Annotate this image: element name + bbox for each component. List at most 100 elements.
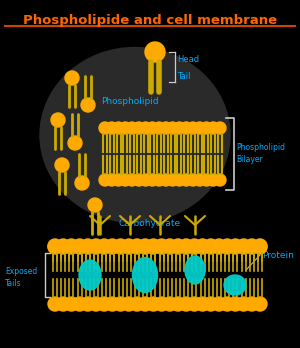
Circle shape: [51, 113, 65, 127]
Circle shape: [89, 239, 103, 253]
Circle shape: [160, 174, 172, 186]
Circle shape: [119, 174, 131, 186]
Circle shape: [105, 297, 119, 311]
Circle shape: [212, 239, 226, 253]
Circle shape: [73, 240, 87, 254]
Circle shape: [81, 240, 95, 254]
Circle shape: [81, 297, 95, 311]
Circle shape: [187, 174, 199, 186]
Circle shape: [245, 297, 259, 311]
Circle shape: [122, 297, 136, 311]
Circle shape: [140, 122, 152, 134]
Circle shape: [194, 174, 206, 186]
Circle shape: [97, 239, 111, 253]
Circle shape: [180, 122, 192, 134]
Circle shape: [204, 239, 218, 253]
Circle shape: [97, 240, 111, 254]
Circle shape: [196, 239, 210, 253]
Circle shape: [88, 198, 102, 212]
Text: Carbohydrate: Carbohydrate: [119, 219, 181, 228]
Circle shape: [106, 122, 118, 134]
Circle shape: [204, 297, 218, 311]
Circle shape: [89, 297, 103, 311]
Circle shape: [187, 122, 199, 134]
Circle shape: [65, 71, 79, 85]
Circle shape: [99, 122, 111, 134]
Circle shape: [253, 297, 267, 311]
Circle shape: [188, 239, 201, 253]
Circle shape: [173, 174, 185, 186]
Circle shape: [207, 174, 219, 186]
Circle shape: [180, 174, 192, 186]
Circle shape: [212, 297, 226, 311]
Circle shape: [89, 240, 103, 254]
Text: Phospholipid: Phospholipid: [101, 97, 159, 106]
Circle shape: [207, 122, 219, 134]
Circle shape: [194, 122, 206, 134]
Circle shape: [220, 240, 234, 254]
Circle shape: [126, 122, 138, 134]
Circle shape: [228, 297, 242, 311]
Circle shape: [253, 240, 267, 254]
Circle shape: [220, 239, 234, 253]
Circle shape: [122, 240, 136, 254]
Circle shape: [112, 122, 124, 134]
Circle shape: [179, 239, 193, 253]
Circle shape: [75, 176, 89, 190]
Circle shape: [133, 174, 145, 186]
Circle shape: [48, 239, 62, 253]
Circle shape: [167, 122, 178, 134]
Circle shape: [200, 122, 212, 134]
Circle shape: [48, 297, 62, 311]
Circle shape: [105, 239, 119, 253]
Circle shape: [114, 297, 128, 311]
Circle shape: [73, 297, 87, 311]
Circle shape: [245, 239, 259, 253]
Text: Exposed: Exposed: [5, 268, 37, 277]
Circle shape: [237, 297, 250, 311]
Circle shape: [146, 239, 161, 253]
Circle shape: [81, 239, 95, 253]
Ellipse shape: [79, 260, 101, 290]
Circle shape: [212, 240, 226, 254]
Circle shape: [153, 122, 165, 134]
Circle shape: [119, 122, 131, 134]
Ellipse shape: [224, 275, 246, 295]
Circle shape: [237, 239, 250, 253]
Circle shape: [138, 297, 152, 311]
Circle shape: [188, 240, 201, 254]
Circle shape: [154, 240, 169, 254]
Circle shape: [105, 240, 119, 254]
Circle shape: [130, 297, 144, 311]
Circle shape: [64, 239, 78, 253]
Circle shape: [228, 239, 242, 253]
Circle shape: [163, 240, 177, 254]
Circle shape: [145, 42, 165, 62]
Circle shape: [237, 240, 250, 254]
Circle shape: [146, 240, 161, 254]
Circle shape: [163, 297, 177, 311]
Circle shape: [81, 98, 95, 112]
Text: Bilayer: Bilayer: [236, 156, 263, 165]
Text: Tails: Tails: [5, 278, 22, 287]
Circle shape: [73, 239, 87, 253]
Circle shape: [173, 122, 185, 134]
Circle shape: [146, 297, 161, 311]
Ellipse shape: [185, 256, 205, 284]
Circle shape: [214, 122, 226, 134]
Text: Phospholipide and cell membrane: Phospholipide and cell membrane: [23, 14, 277, 27]
Circle shape: [171, 240, 185, 254]
Circle shape: [130, 239, 144, 253]
Circle shape: [179, 297, 193, 311]
Circle shape: [220, 297, 234, 311]
Circle shape: [179, 240, 193, 254]
Circle shape: [146, 174, 158, 186]
Ellipse shape: [133, 258, 158, 293]
Circle shape: [55, 158, 69, 172]
Text: Protein: Protein: [262, 251, 294, 260]
Circle shape: [114, 239, 128, 253]
Circle shape: [133, 122, 145, 134]
Circle shape: [245, 240, 259, 254]
Circle shape: [188, 297, 201, 311]
Circle shape: [122, 239, 136, 253]
